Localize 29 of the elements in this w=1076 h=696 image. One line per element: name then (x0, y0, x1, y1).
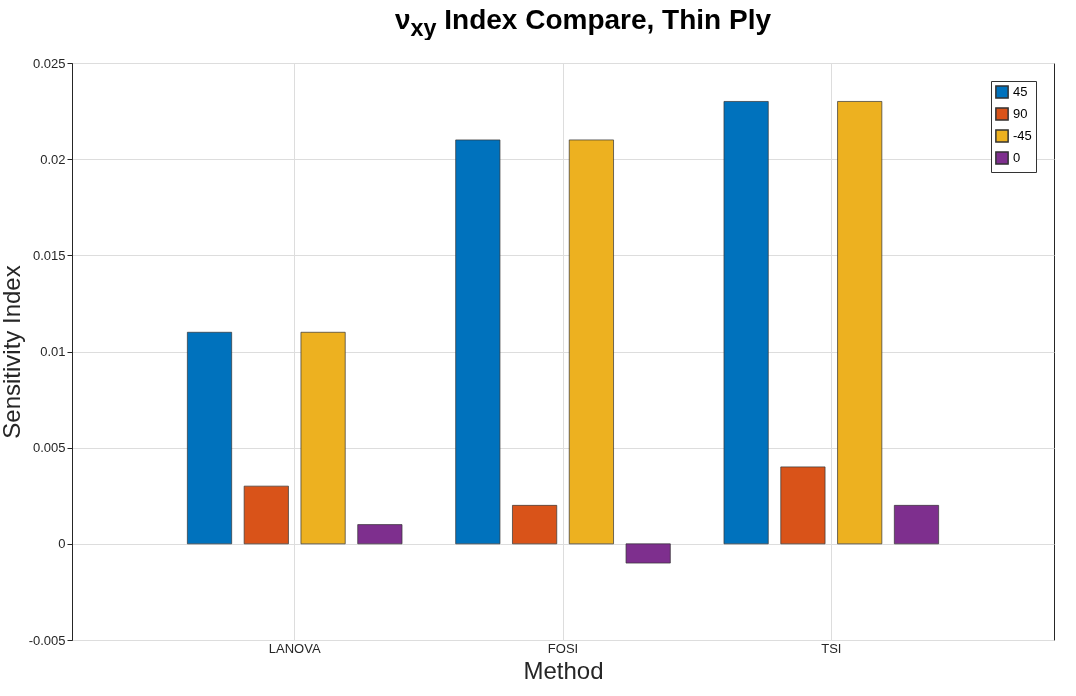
x-axis-title: Method (523, 656, 604, 684)
x-tick-label: FOSI (547, 640, 579, 656)
y-tick-label: -0.005 (28, 632, 66, 648)
legend-label: 90 (1013, 106, 1028, 121)
legend-label: -45 (1013, 128, 1032, 143)
y-tick-label: 0.005 (32, 440, 66, 456)
legend-label: 45 (1013, 84, 1028, 99)
y-tick-label: 0 (58, 536, 66, 552)
bar (625, 543, 671, 564)
bar (723, 101, 769, 545)
bar (187, 331, 233, 545)
bar (837, 101, 883, 545)
y-tick-label: 0.015 (32, 247, 66, 263)
bar (243, 485, 289, 545)
y-axis-title: Sensitivity Index (0, 265, 25, 439)
bar (300, 331, 346, 545)
x-tick-label: LANOVA (268, 640, 321, 656)
bar (893, 505, 939, 545)
bar (512, 505, 558, 545)
bar (568, 139, 614, 545)
chart-title: ν$_{xy}$ Index Compare, Thin Ply (393, 4, 772, 42)
y-tick-label: 0.01 (40, 344, 66, 359)
bar (357, 524, 403, 545)
bar (455, 139, 501, 545)
y-tick-label: 0.02 (40, 151, 66, 167)
legend-label: 0 (1013, 150, 1021, 165)
y-tick-label: 0.025 (32, 55, 66, 71)
bar (780, 466, 826, 545)
x-tick-label: TSI (821, 640, 842, 656)
